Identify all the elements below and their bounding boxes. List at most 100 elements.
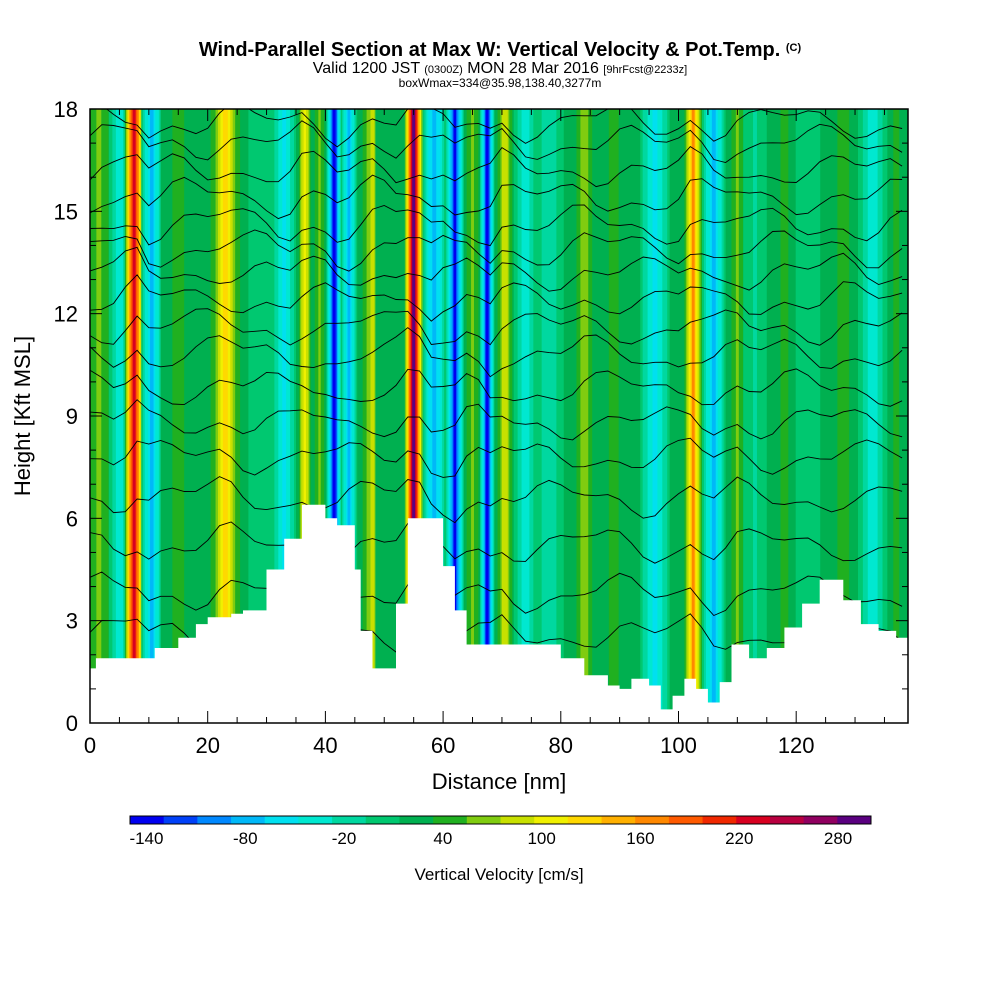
- terrain-mask: [90, 504, 908, 723]
- colorbar-tick-label: 40: [433, 829, 452, 848]
- velocity-column: [210, 109, 241, 723]
- y-tick-label: 9: [66, 404, 78, 429]
- colorbar-swatch: [567, 816, 603, 824]
- colorbar-swatch: [130, 816, 165, 824]
- colorbar-swatch: [668, 816, 704, 824]
- colorbar-swatch: [298, 816, 333, 824]
- velocity-band: [222, 109, 228, 723]
- terrain-profile: [90, 504, 908, 723]
- isentrope-line: [90, 229, 903, 272]
- y-tick-label: 0: [66, 711, 78, 736]
- velocity-column: [160, 109, 196, 723]
- velocity-band: [370, 109, 375, 723]
- velocity-column: [572, 109, 597, 723]
- isentrope-line: [90, 327, 903, 378]
- colorbar-swatch: [399, 816, 434, 824]
- copyright-mark: (C): [785, 42, 802, 54]
- colorbar-swatch: [803, 816, 838, 824]
- colorbar-label: Vertical Velocity [cm/s]: [414, 865, 583, 884]
- velocity-column: [857, 109, 888, 723]
- x-tick-label: 60: [431, 733, 455, 758]
- potential-temperature-contours: [90, 109, 903, 653]
- velocity-band: [652, 109, 658, 723]
- x-tick-label: 20: [195, 733, 219, 758]
- velocity-band: [870, 109, 876, 723]
- velocity-band: [735, 109, 739, 723]
- velocity-band: [503, 109, 507, 723]
- colorbar-swatch: [736, 816, 771, 824]
- colorbar-tick-label: 160: [626, 829, 654, 848]
- chart-title: Wind-Parallel Section at Max W: Vertical…: [198, 39, 802, 61]
- velocity-band: [691, 109, 695, 723]
- isentrope-line: [90, 204, 903, 247]
- isentrope-line: [90, 437, 903, 478]
- x-tick-label: 100: [660, 733, 697, 758]
- velocity-column: [684, 109, 703, 723]
- isentrope-line: [90, 246, 903, 292]
- colorbar-tick-label: -80: [233, 829, 258, 848]
- y-tick-label: 3: [66, 609, 78, 634]
- velocity-column: [463, 109, 482, 723]
- colorbar-swatch: [433, 816, 468, 824]
- chart-titles: Wind-Parallel Section at Max W: Vertical…: [0, 36, 1000, 89]
- velocity-band: [805, 109, 811, 723]
- isentrope-line: [90, 399, 903, 441]
- velocity-column: [375, 109, 399, 723]
- colorbar-swatch: [231, 816, 266, 824]
- y-tick-label: 12: [54, 302, 78, 327]
- colorbar-swatch: [837, 816, 872, 824]
- y-axis-label: Height [Kft MSL]: [10, 336, 35, 496]
- colorbar-frame: [129, 815, 872, 825]
- isentrope-line: [90, 308, 903, 346]
- isentrope-line: [90, 146, 903, 188]
- colorbar-tick-label: 100: [527, 829, 555, 848]
- isentrope-line: [90, 120, 903, 163]
- colorbar-swatch: [163, 816, 198, 824]
- colorbar-swatch: [466, 816, 501, 824]
- velocity-column: [743, 109, 767, 723]
- velocity-column: [124, 109, 144, 723]
- velocity-column: [599, 109, 629, 723]
- x-tick-label: 80: [549, 733, 573, 758]
- velocity-band: [282, 109, 287, 723]
- colorbar-swatch: [332, 816, 367, 824]
- colorbar-swatch: [197, 816, 232, 824]
- colorbar-swatch: [635, 816, 670, 824]
- isentrope-line: [90, 571, 903, 617]
- x-tick-label: 40: [313, 733, 337, 758]
- box-max-line: boxWmax=334@35.98,138.40,3277m: [398, 76, 602, 90]
- velocity-band: [132, 109, 136, 723]
- colorbar-tick-label: -20: [332, 829, 357, 848]
- y-tick-label: 6: [66, 506, 78, 531]
- colorbar-swatch: [534, 816, 569, 824]
- velocity-band: [347, 109, 351, 723]
- velocity-band: [546, 109, 552, 723]
- velocity-band: [611, 109, 617, 723]
- y-tick-label: 18: [54, 97, 78, 122]
- velocity-band: [582, 109, 587, 723]
- velocity-band: [453, 109, 457, 723]
- velocity-column: [496, 109, 514, 723]
- velocity-band: [471, 109, 474, 723]
- velocity-band: [412, 109, 416, 723]
- colorbar-swatch: [702, 816, 737, 824]
- axes: 0 20 40 60 80 100 120 0 3 6 9 12 15 18: [54, 97, 908, 758]
- velocity-band: [385, 109, 390, 723]
- isentrope-line: [90, 476, 903, 524]
- x-tick-label: 120: [778, 733, 815, 758]
- velocity-band: [486, 109, 489, 723]
- velocity-band: [711, 109, 716, 723]
- isentrope-line: [90, 518, 903, 567]
- velocity-column: [480, 109, 495, 723]
- colorbar-swatch: [500, 816, 535, 824]
- velocity-band: [753, 109, 757, 723]
- isentrope-line: [90, 174, 903, 220]
- y-tick-label: 15: [54, 199, 78, 224]
- colorbar: -140 -80 -20 40 100 160 220 280: [129, 815, 872, 848]
- velocity-band: [432, 109, 437, 723]
- velocity-band: [175, 109, 182, 723]
- velocity-column: [772, 109, 797, 723]
- velocity-band: [841, 109, 846, 723]
- velocity-band: [523, 109, 528, 723]
